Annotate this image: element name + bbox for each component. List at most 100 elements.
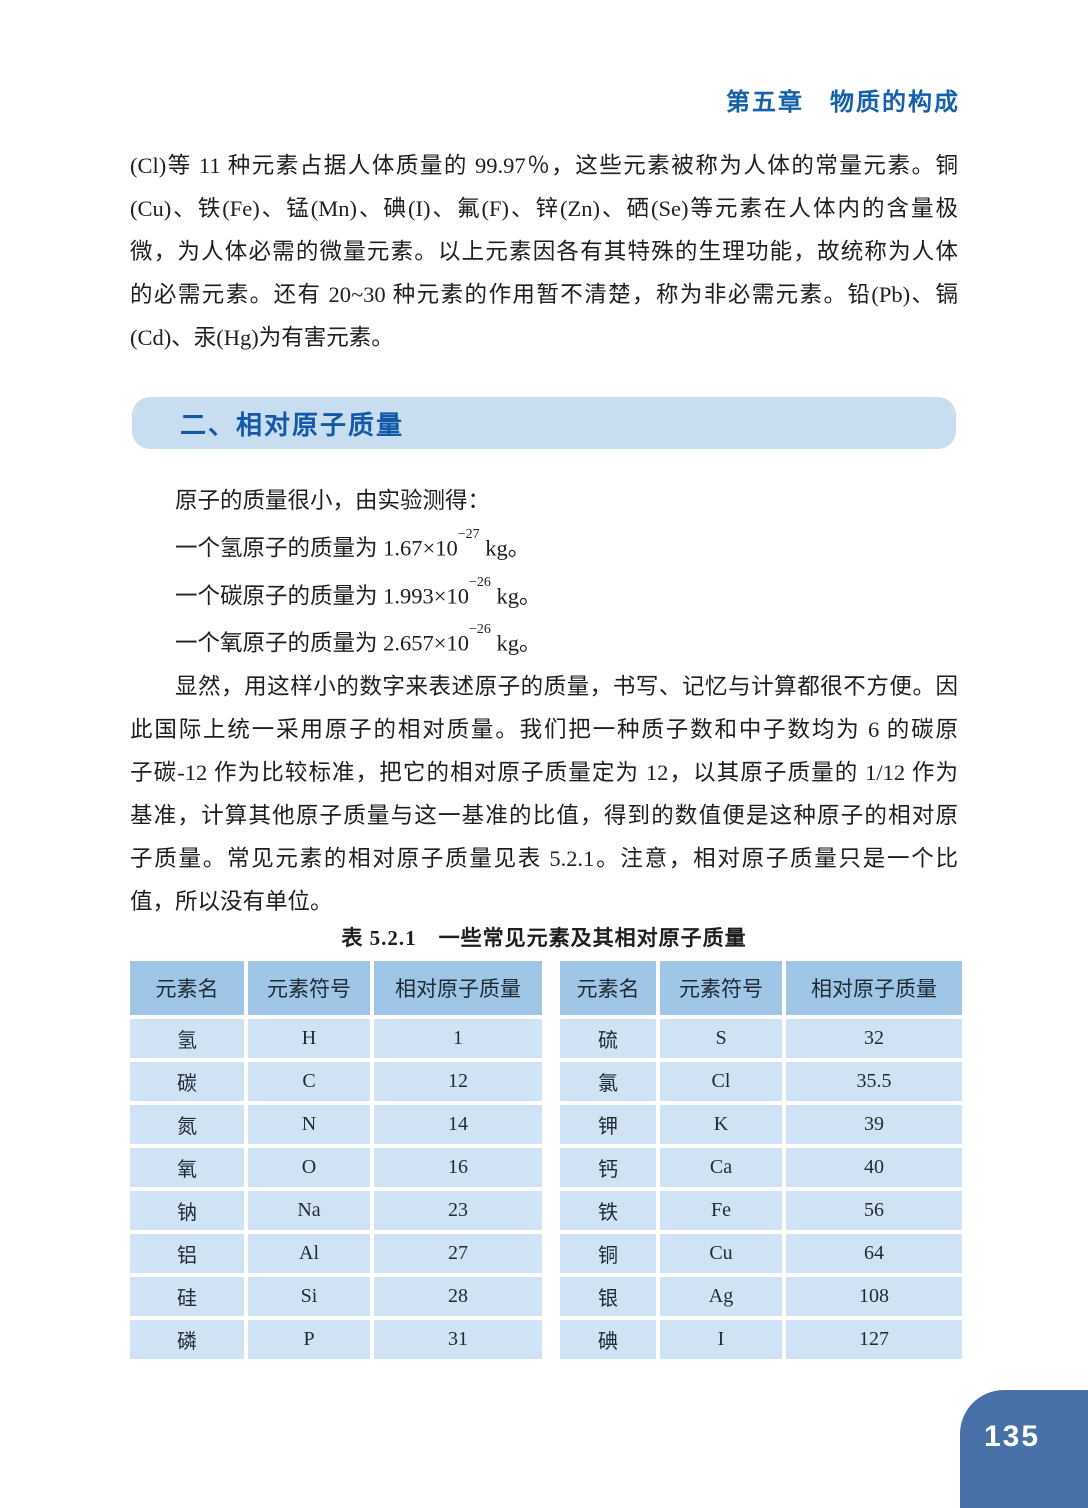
column-gap (546, 1234, 556, 1273)
atomic-mass: 16 (374, 1148, 542, 1187)
element-name: 钠 (130, 1191, 244, 1230)
col-header: 元素名 (130, 961, 244, 1015)
page-number-tab: 135 (960, 1390, 1088, 1508)
table-row: 氢 H 1 硫 S 32 (130, 1019, 962, 1058)
paragraph-line: 的必需元素。还有 20~30 种元素的作用暂不清楚，称为非必需元素。铅(Pb)、… (130, 282, 958, 307)
atomic-mass: 56 (786, 1191, 962, 1230)
element-symbol: I (660, 1320, 782, 1359)
element-symbol: P (248, 1320, 370, 1359)
element-name: 氧 (130, 1148, 244, 1187)
paragraph-line: 显然，用这样小的数字来表述原子的质量，书写、记忆与计算都很不方便。因 (175, 673, 958, 699)
column-gap (546, 1320, 556, 1359)
atomic-mass: 35.5 (786, 1062, 962, 1101)
paragraph-line: (Cd)、汞(Hg)为有害元素。 (130, 325, 394, 350)
element-name: 铜 (560, 1234, 656, 1273)
column-gap (546, 961, 556, 1015)
element-name: 钾 (560, 1105, 656, 1144)
element-name: 碳 (130, 1062, 244, 1101)
mass-exponent: −26 (468, 622, 491, 638)
element-name: 铁 (560, 1191, 656, 1230)
element-symbol: Ag (660, 1277, 782, 1316)
col-header: 相对原子质量 (374, 961, 542, 1015)
section-heading-pill: 二、相对原子质量 (132, 397, 956, 449)
mass-unit: kg。 (490, 583, 542, 608)
element-name: 硫 (560, 1019, 656, 1058)
element-symbol: C (248, 1062, 370, 1101)
element-symbol: K (660, 1105, 782, 1144)
paragraph-line: 值，所以没有单位。 (130, 888, 333, 914)
column-gap (546, 1191, 556, 1230)
table-row: 硅 Si 28 银 Ag 108 (130, 1277, 962, 1316)
atom-mass-oxygen: 一个氧原子的质量为 2.657×10−26 kg。 (130, 617, 958, 665)
table-row: 钠 Na 23 铁 Fe 56 (130, 1191, 962, 1230)
atomic-mass: 32 (786, 1019, 962, 1058)
paragraph-line: 微，为人体必需的微量元素。以上元素因各有其特殊的生理功能，故统称为人体 (130, 239, 958, 264)
column-gap (546, 1019, 556, 1058)
mass-unit: kg。 (479, 535, 531, 561)
page-number: 135 (984, 1420, 1041, 1453)
mass-value: 一个碳原子的质量为 1.993×10 (175, 583, 469, 608)
atomic-mass: 64 (786, 1234, 962, 1273)
atomic-mass: 40 (786, 1148, 962, 1187)
atomic-mass: 27 (374, 1234, 542, 1273)
col-header: 相对原子质量 (786, 961, 962, 1015)
atomic-mass: 28 (374, 1277, 542, 1316)
atomic-mass: 23 (374, 1191, 542, 1230)
element-symbol: O (248, 1148, 370, 1187)
element-name: 硅 (130, 1277, 244, 1316)
table-row: 氧 O 16 钙 Ca 40 (130, 1148, 962, 1187)
element-name: 碘 (560, 1320, 656, 1359)
atomic-mass: 108 (786, 1277, 962, 1316)
intro-paragraph: (Cl)等 11 种元素占据人体质量的 99.97％，这些元素被称为人体的常量元… (130, 144, 958, 359)
element-symbol: Cl (660, 1062, 782, 1101)
element-symbol: Na (248, 1191, 370, 1230)
atomic-mass: 14 (374, 1105, 542, 1144)
paragraph-line: 子碳-12 作为比较标准，把它的相对原子质量定为 12，以其原子质量的 1/12… (130, 759, 958, 785)
mass-exponent: −27 (457, 527, 480, 543)
table-row: 铝 Al 27 铜 Cu 64 (130, 1234, 962, 1273)
element-symbol: Si (248, 1277, 370, 1316)
table-header-row: 元素名 元素符号 相对原子质量 元素名 元素符号 相对原子质量 (130, 961, 962, 1015)
element-name: 氯 (560, 1062, 656, 1101)
element-symbol: Al (248, 1234, 370, 1273)
atomic-mass: 12 (374, 1062, 542, 1101)
mass-exponent: −26 (468, 574, 491, 590)
element-name: 钙 (560, 1148, 656, 1187)
element-symbol: S (660, 1019, 782, 1058)
atom-mass-carbon: 一个碳原子的质量为 1.993×10−26 kg。 (130, 570, 958, 618)
table-caption: 表 5.2.1 一些常见元素及其相对原子质量 (341, 926, 747, 950)
element-name: 铝 (130, 1234, 244, 1273)
col-header: 元素符号 (248, 961, 370, 1015)
paragraph-line: (Cu)、铁(Fe)、锰(Mn)、碘(I)、氟(F)、锌(Zn)、硒(Se)等元… (130, 196, 958, 221)
mass-value: 一个氧原子的质量为 2.657×10 (175, 630, 469, 656)
paragraph-line: 此国际上统一采用原子的相对质量。我们把一种质子数和中子数均为 6 的碳原 (130, 716, 958, 742)
col-header: 元素符号 (660, 961, 782, 1015)
paragraph-line: 子质量。常见元素的相对原子质量见表 5.2.1。注意，相对原子质量只是一个比 (130, 845, 958, 871)
element-symbol: Cu (660, 1234, 782, 1273)
column-gap (546, 1062, 556, 1101)
mass-value: 一个氢原子的质量为 1.67×10 (175, 535, 458, 561)
atom-mass-intro: 原子的质量很小，由实验测得： (175, 488, 491, 513)
table-row: 碳 C 12 氯 Cl 35.5 (130, 1062, 962, 1101)
column-gap (546, 1277, 556, 1316)
paragraph-line: 基准，计算其他原子质量与这一基准的比值，得到的数值便是这种原子的相对原 (130, 802, 958, 828)
mass-unit: kg。 (490, 630, 542, 656)
atomic-mass: 1 (374, 1019, 542, 1058)
element-symbol: H (248, 1019, 370, 1058)
element-symbol: Ca (660, 1148, 782, 1187)
element-name: 氢 (130, 1019, 244, 1058)
atomic-mass: 31 (374, 1320, 542, 1359)
element-name: 银 (560, 1277, 656, 1316)
element-name: 磷 (130, 1320, 244, 1359)
table-row: 氮 N 14 钾 K 39 (130, 1105, 962, 1144)
paragraph-line: (Cl)等 11 种元素占据人体质量的 99.97％，这些元素被称为人体的常量元… (130, 153, 958, 178)
table-row: 磷 P 31 碘 I 127 (130, 1320, 962, 1359)
column-gap (546, 1105, 556, 1144)
relative-atomic-mass-table: 元素名 元素符号 相对原子质量 元素名 元素符号 相对原子质量 氢 H 1 硫 … (126, 957, 966, 1363)
element-name: 氮 (130, 1105, 244, 1144)
column-gap (546, 1148, 556, 1187)
atom-mass-hydrogen: 一个氢原子的质量为 1.67×10−27 kg。 (130, 522, 958, 570)
element-symbol: Fe (660, 1191, 782, 1230)
chapter-running-head: 第五章 物质的构成 (726, 89, 960, 116)
